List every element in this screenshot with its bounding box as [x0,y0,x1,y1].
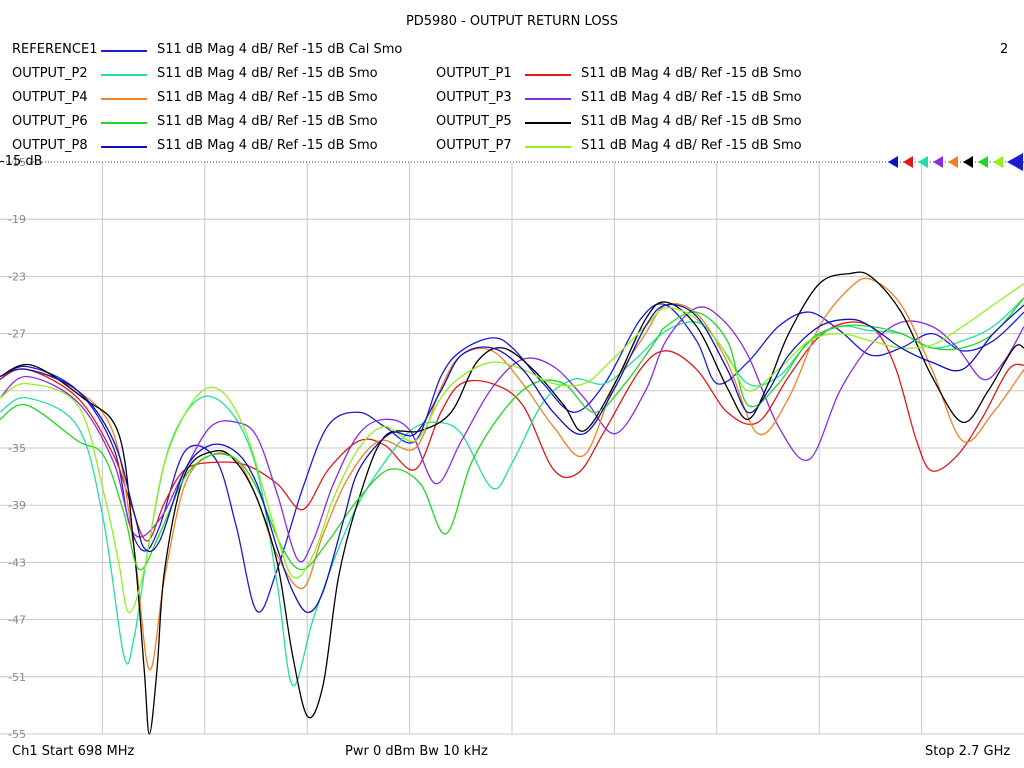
legend-line-swatch [525,98,571,100]
legend-name: OUTPUT_P3 [436,90,512,105]
legend-line-swatch [525,146,571,148]
y-tick-label: -15 [8,156,26,169]
reference-marker-output-p6 [978,156,988,168]
series-line-output-p7 [0,283,1024,614]
y-tick-label: -35 [8,442,26,455]
series-line-output-p5 [0,271,1024,735]
reference-marker-reference1 [1007,153,1023,171]
y-tick-labels: -15 -19 -23 -27 -35 -39 -43 -47 -51 -55 [8,156,26,741]
grid [0,161,1024,735]
series-line-output-p6 [0,297,1024,571]
series-traces [0,271,1024,735]
legend-line-swatch [101,98,147,100]
reference-marker-output-p1 [903,156,913,168]
y-tick-label: -43 [8,556,26,569]
legend-line-swatch [101,74,147,76]
legend-name: OUTPUT_P2 [12,66,88,81]
reference-markers [888,153,1023,171]
legend-line-swatch [525,122,571,124]
legend-line-swatch [101,146,147,148]
reference-marker-output-p7 [993,156,1003,168]
series-line-reference1 [0,303,1024,613]
legend: REFERENCE1 S11 dB Mag 4 dB/ Ref -15 dB Ca… [0,0,1024,160]
legend-description: S11 dB Mag 4 dB/ Ref -15 dB Smo [581,138,802,153]
series-line-output-p1 [0,321,1024,542]
chart-title: PD5980 - OUTPUT RETURN LOSS [405,14,619,29]
legend-line-swatch [101,50,147,52]
legend-name: OUTPUT_P4 [12,90,88,105]
legend-description: S11 dB Mag 4 dB/ Ref -15 dB Smo [581,66,802,81]
legend-line-swatch [101,122,147,124]
legend-name: OUTPUT_P1 [436,66,512,81]
window-number: 2 [1000,42,1009,57]
y-tick-label: -39 [8,499,26,512]
legend-name: OUTPUT_P8 [12,138,88,153]
y-tick-label: -19 [8,213,26,226]
legend-description: S11 dB Mag 4 dB/ Ref -15 dB Smo [581,114,802,129]
reference-marker-output-p4 [948,156,958,168]
legend-description: S11 dB Mag 4 dB/ Ref -15 dB Smo [157,90,378,105]
y-tick-label: -23 [8,270,26,283]
footer-power-bandwidth: Pwr 0 dBm Bw 10 kHz [345,744,488,759]
reference-marker-output-p5 [963,156,973,168]
footer-start: Ch1 Start 698 MHz [12,744,135,759]
y-tick-label: -27 [8,328,26,341]
legend-description: S11 dB Mag 4 dB/ Ref -15 dB Smo [157,114,378,129]
legend-name: REFERENCE1 [12,42,98,57]
y-tick-label: -47 [8,614,26,627]
legend-description: S11 dB Mag 4 dB/ Ref -15 dB Cal Smo [157,42,403,57]
legend-description: S11 dB Mag 4 dB/ Ref -15 dB Smo [581,90,802,105]
y-tick-label: -51 [8,671,26,684]
reference-marker-output-p2 [918,156,928,168]
legend-description: S11 dB Mag 4 dB/ Ref -15 dB Smo [157,66,378,81]
reference-marker-output-p3 [933,156,943,168]
legend-name: OUTPUT_P5 [436,114,512,129]
footer-stop: Stop 2.7 GHz [925,744,1011,759]
y-tick-label: -55 [8,728,26,741]
legend-name: OUTPUT_P6 [12,114,88,129]
reference-marker-output-p8 [888,156,898,168]
reference-level-label: -15 dB [0,154,43,169]
legend-description: S11 dB Mag 4 dB/ Ref -15 dB Smo [157,138,378,153]
legend-line-swatch [525,74,571,76]
series-line-output-p8 [0,303,1024,614]
legend-name: OUTPUT_P7 [436,138,512,153]
